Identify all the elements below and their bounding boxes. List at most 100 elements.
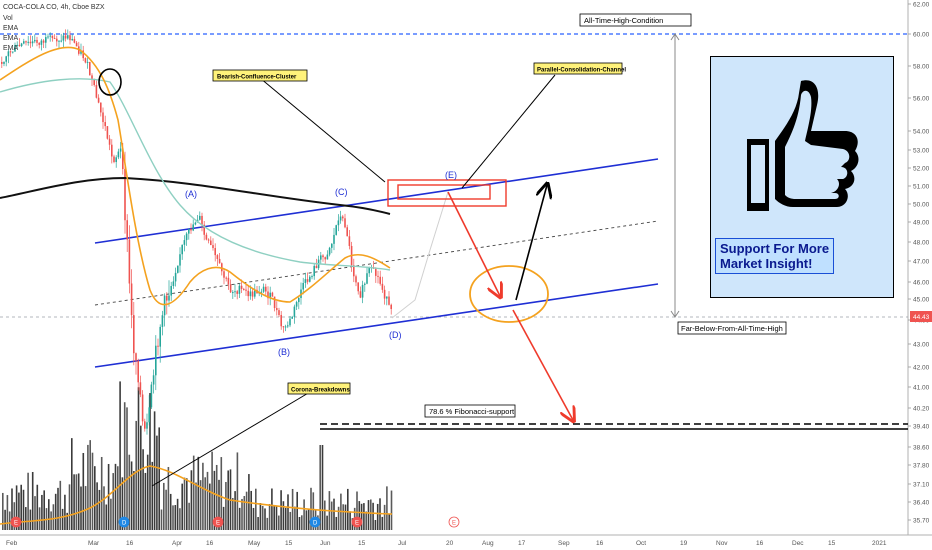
wave-label-a: (A) <box>185 189 197 199</box>
indicator-ema-3[interactable]: EMA <box>3 45 19 52</box>
volume-bar <box>160 509 163 530</box>
callout-parallel-text: Parallel-Consolidation-Channel <box>537 68 626 74</box>
candle-body <box>368 267 370 274</box>
volume-bar <box>365 511 367 530</box>
thumbs-up-icon <box>747 80 859 212</box>
price-tick-label: 36.40 <box>913 500 930 507</box>
wave-label-e: (E) <box>445 170 457 180</box>
time-tick-label: 16 <box>596 540 604 547</box>
projection-line <box>391 191 449 319</box>
candle-body <box>146 422 148 429</box>
volume-bar <box>50 511 52 530</box>
candle-body <box>377 275 379 277</box>
volume-bar <box>188 502 190 530</box>
volume-bar <box>326 515 328 530</box>
volume-bar <box>112 473 114 530</box>
volume-bar <box>209 483 211 530</box>
candle-body <box>130 283 133 316</box>
price-tick-label: 42.00 <box>913 365 930 372</box>
volume-bar <box>176 498 179 530</box>
candle-body <box>238 285 241 294</box>
candle-body <box>357 282 359 292</box>
volume-bar <box>84 486 87 530</box>
volume-bar <box>390 490 393 530</box>
volume-bar <box>278 515 280 530</box>
candle-body <box>75 42 78 47</box>
price-tick-label: 45.00 <box>913 297 930 304</box>
candle-body <box>339 216 342 221</box>
time-tick-label: Apr <box>172 540 183 547</box>
volume-bar <box>275 506 278 530</box>
indicator-ema-2[interactable]: EMA <box>3 35 19 42</box>
candle-body <box>289 318 291 326</box>
candle-body <box>199 215 201 220</box>
volume-bar <box>43 490 45 530</box>
volume-bar <box>243 496 246 530</box>
event-marker[interactable] <box>118 516 130 528</box>
candle-body <box>249 291 252 297</box>
candle-body <box>216 255 219 259</box>
far-below-label: Far-Below-From-All-Time-High <box>681 324 783 333</box>
volume-bar <box>372 502 374 530</box>
candle-body <box>64 35 67 39</box>
event-marker[interactable] <box>351 516 363 528</box>
volume-bar <box>298 516 301 530</box>
price-tick-label: 35.70 <box>913 518 930 525</box>
callout-corona-box <box>287 382 351 395</box>
far-below-label-box <box>677 321 787 335</box>
price-tick-label: 37.80 <box>913 463 930 470</box>
candle-body <box>210 240 212 246</box>
volume-bar <box>282 501 285 530</box>
event-marker[interactable] <box>309 516 321 528</box>
candle-body <box>388 296 390 305</box>
candle-body <box>133 315 135 354</box>
event-marker[interactable] <box>448 516 460 528</box>
volume-bar <box>215 464 218 530</box>
candle-body <box>324 257 326 260</box>
volume-bar <box>289 511 292 530</box>
volume-bar <box>234 491 236 530</box>
candle-body <box>227 277 230 285</box>
volume-bar <box>91 452 94 530</box>
candle-body <box>383 289 386 299</box>
candle-body <box>177 265 179 273</box>
candle-body <box>247 290 249 297</box>
indicator-ema-1[interactable]: EMA <box>3 25 19 32</box>
volume-bar <box>255 488 257 530</box>
support-message[interactable]: Support For More Market Insight! <box>715 238 835 274</box>
volume-bar <box>126 407 128 530</box>
volume-bar <box>82 452 85 530</box>
candle-body <box>243 288 245 290</box>
volume-bar <box>333 498 335 530</box>
volume-bar <box>52 504 55 530</box>
candle-body <box>137 360 139 383</box>
volume-bar <box>11 488 13 530</box>
channel-upper-line <box>94 158 659 244</box>
volume-bar <box>252 507 255 530</box>
candle-body <box>185 233 188 241</box>
time-tick-label: Sep <box>558 540 570 547</box>
candle-body <box>218 258 221 264</box>
volume-bar <box>195 482 197 530</box>
arrow-down-to-support <box>447 191 500 296</box>
candle-body <box>62 35 65 41</box>
channel-lower-line <box>94 283 659 368</box>
indicator-vol[interactable]: Vol <box>3 15 13 22</box>
candle-body <box>168 295 170 301</box>
time-tick-label: 15 <box>828 540 836 547</box>
volume-bar <box>77 473 80 530</box>
volume-bar <box>110 498 112 530</box>
callout-corona-connector <box>151 391 311 487</box>
arrow-up-breakout <box>515 185 547 301</box>
volume-bar <box>94 466 96 530</box>
volume-bar <box>264 508 266 530</box>
candle-body <box>9 51 12 53</box>
candle-body <box>42 40 45 43</box>
candle-body <box>271 292 274 297</box>
event-marker[interactable] <box>10 516 22 528</box>
event-marker[interactable] <box>212 516 224 528</box>
candle-body <box>284 326 287 328</box>
volume-bar <box>199 480 202 530</box>
